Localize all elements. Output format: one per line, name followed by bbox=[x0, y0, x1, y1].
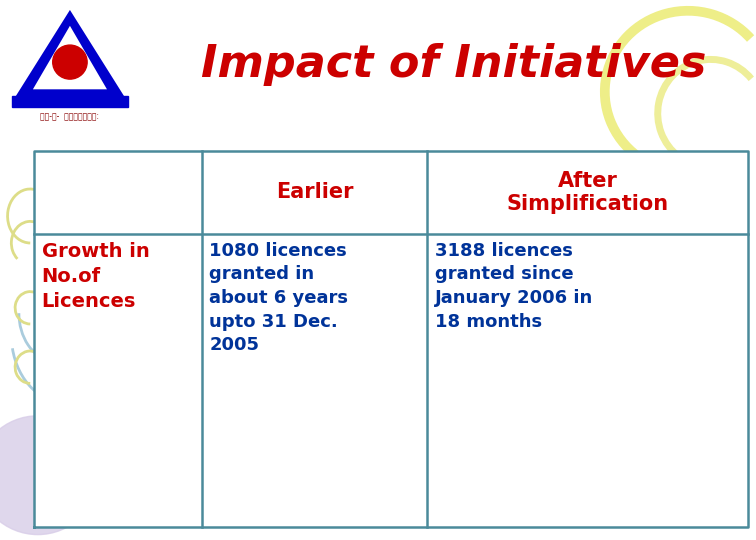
Polygon shape bbox=[14, 10, 125, 98]
Text: Earlier: Earlier bbox=[276, 183, 353, 202]
Polygon shape bbox=[33, 26, 107, 89]
Text: After
Simplification: After Simplification bbox=[507, 171, 669, 214]
Ellipse shape bbox=[0, 416, 98, 535]
Text: Impact of Initiatives: Impact of Initiatives bbox=[201, 43, 706, 86]
Text: 3188 licences
granted since
January 2006 in
18 months: 3188 licences granted since January 2006… bbox=[435, 242, 593, 330]
Text: Growth in
No.of
Licences: Growth in No.of Licences bbox=[42, 242, 150, 311]
Bar bbox=[12, 96, 128, 107]
Text: भा-ए-  यूसेनिस:: भा-ए- यूसेनिस: bbox=[40, 112, 100, 121]
Bar bbox=[34, 151, 748, 526]
Text: 1080 licences
granted in
about 6 years
upto 31 Dec.
2005: 1080 licences granted in about 6 years u… bbox=[209, 242, 349, 354]
Ellipse shape bbox=[53, 45, 87, 79]
